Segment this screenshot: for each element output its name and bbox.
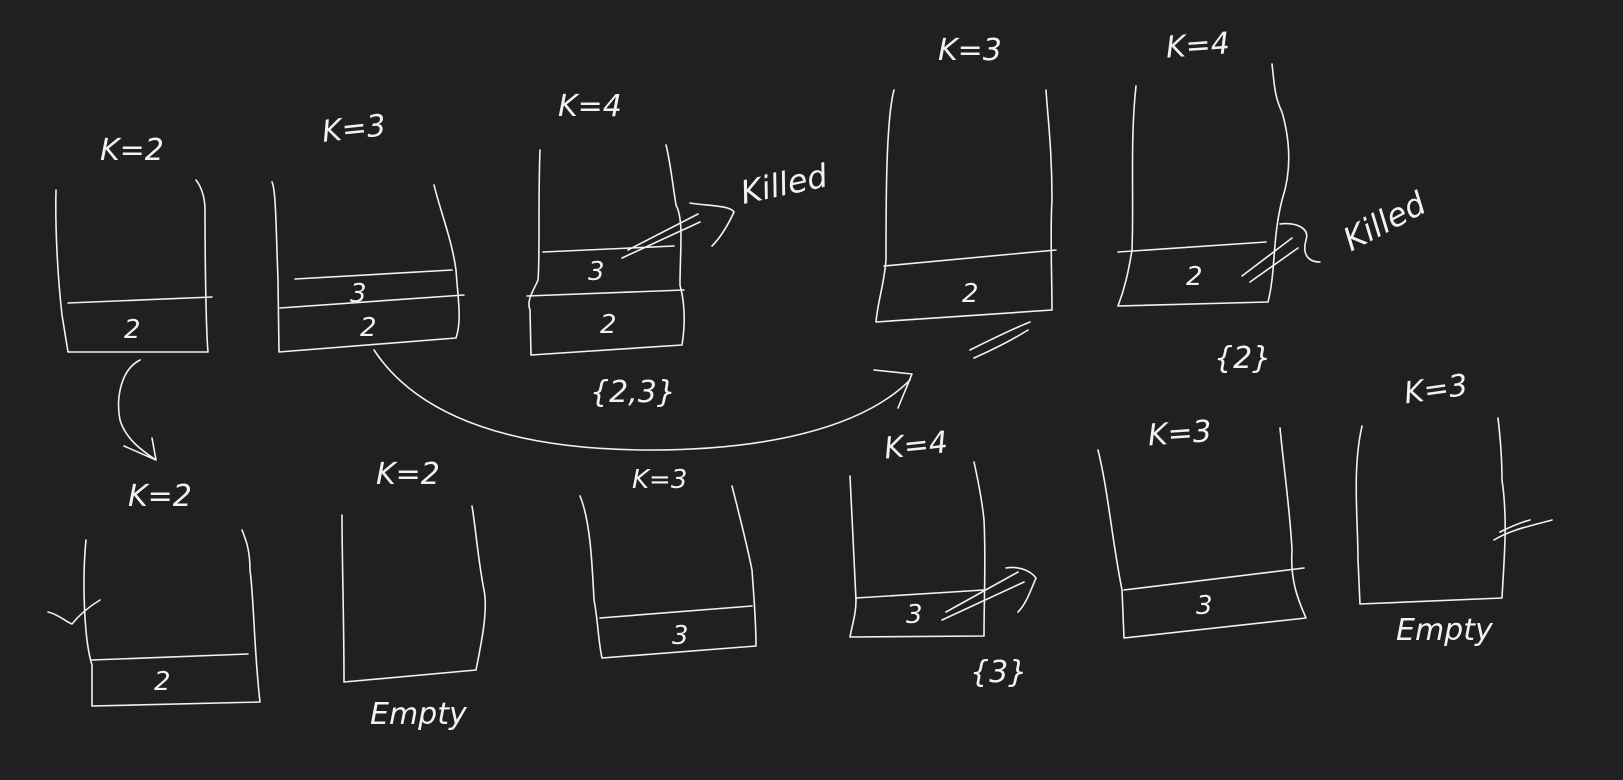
stack-2-item-0: 3 bbox=[588, 257, 605, 287]
arrow-stack0-to-stack5 bbox=[117, 359, 157, 461]
stack-3-outline bbox=[875, 89, 1053, 323]
stack-10-label: K=3 bbox=[1402, 368, 1470, 412]
stack-10-caption: Empty bbox=[1396, 613, 1494, 648]
stack-4: K=4 2 Killed {2} bbox=[1117, 26, 1433, 376]
stack-7-outline bbox=[579, 485, 757, 659]
stack-3: K=3 2 bbox=[875, 33, 1057, 359]
stack-9: K=3 3 bbox=[1097, 414, 1307, 639]
stack-1-outline bbox=[271, 181, 460, 353]
stack-1-label: K=3 bbox=[320, 108, 387, 149]
stack-6-outline bbox=[341, 505, 487, 683]
stack-7-item-0: 3 bbox=[672, 621, 689, 651]
stack-4-note: Killed bbox=[1337, 184, 1433, 259]
stack-2-divider-top bbox=[542, 245, 675, 253]
stack-5-divider bbox=[91, 653, 249, 661]
stack-10: K=3 Empty bbox=[1355, 368, 1553, 648]
stack-8-divider bbox=[855, 589, 985, 599]
stack-8-set: {3} bbox=[970, 655, 1027, 690]
stack-7-divider bbox=[599, 605, 753, 619]
stack-4-set: {2} bbox=[1214, 341, 1271, 376]
stack-1-item-0: 3 bbox=[350, 279, 367, 309]
stack-2-outline bbox=[528, 144, 685, 356]
stack-8-item-0: 3 bbox=[906, 600, 923, 630]
stack-10-mark bbox=[1493, 519, 1553, 541]
stack-5-outline bbox=[83, 529, 261, 707]
stack-0-outline bbox=[55, 179, 209, 353]
stack-8: K=4 3 {3} bbox=[849, 425, 1037, 690]
stack-2-item-1: 2 bbox=[600, 310, 617, 340]
stack-0-divider bbox=[67, 296, 213, 304]
stack-8-outline bbox=[849, 461, 986, 638]
stack-2: K=4 3 2 Killed {2,3} bbox=[526, 89, 831, 410]
stack-1-item-1: 2 bbox=[360, 313, 377, 343]
stack-4-item-0: 2 bbox=[1186, 262, 1203, 292]
stack-4-outline bbox=[1117, 63, 1290, 307]
stack-10-outline bbox=[1355, 417, 1506, 605]
stack-0: K=2 2 bbox=[55, 133, 213, 353]
stack-5-item-0: 2 bbox=[154, 667, 171, 697]
stack-6: K=2 Empty bbox=[341, 457, 487, 732]
stack-5-tick bbox=[47, 599, 101, 625]
arrow-stack1-to-stack3 bbox=[373, 349, 913, 451]
stack-3-item-0: 2 bbox=[962, 279, 979, 309]
stack-5: K=2 2 bbox=[47, 479, 261, 707]
stack-6-caption: Empty bbox=[370, 697, 468, 732]
stack-3-divider bbox=[883, 249, 1057, 267]
stack-8-kill-arrow bbox=[941, 566, 1037, 621]
stack-9-item-0: 3 bbox=[1196, 591, 1213, 621]
stack-2-note: Killed bbox=[737, 156, 831, 212]
stack-4-kill-arrow bbox=[1241, 222, 1321, 283]
stack-0-item-0: 2 bbox=[124, 315, 141, 345]
stack-9-label: K=3 bbox=[1147, 414, 1213, 453]
stack-1-divider-mid bbox=[279, 294, 465, 309]
stack-3-checkmark bbox=[969, 321, 1031, 359]
stack-2-kill-arrow bbox=[621, 202, 735, 259]
stack-2-label: K=4 bbox=[558, 89, 622, 124]
stack-1-divider-top bbox=[294, 269, 453, 280]
stack-7: K=3 3 bbox=[579, 465, 757, 659]
stack-6-label: K=2 bbox=[376, 457, 440, 492]
stack-2-set: {2,3} bbox=[590, 375, 676, 410]
stack-7-label: K=3 bbox=[632, 465, 687, 495]
stack-4-label: K=4 bbox=[1165, 26, 1231, 65]
stack-9-outline bbox=[1097, 427, 1307, 639]
stack-8-label: K=4 bbox=[882, 425, 949, 466]
stack-5-label: K=2 bbox=[128, 479, 192, 514]
stack-2-divider-mid bbox=[526, 289, 685, 297]
stack-1: K=3 3 2 bbox=[271, 108, 465, 353]
stack-4-divider bbox=[1117, 241, 1267, 253]
stack-9-divider bbox=[1123, 567, 1305, 591]
stack-0-label: K=2 bbox=[100, 133, 164, 168]
stack-3-label: K=3 bbox=[938, 33, 1002, 68]
